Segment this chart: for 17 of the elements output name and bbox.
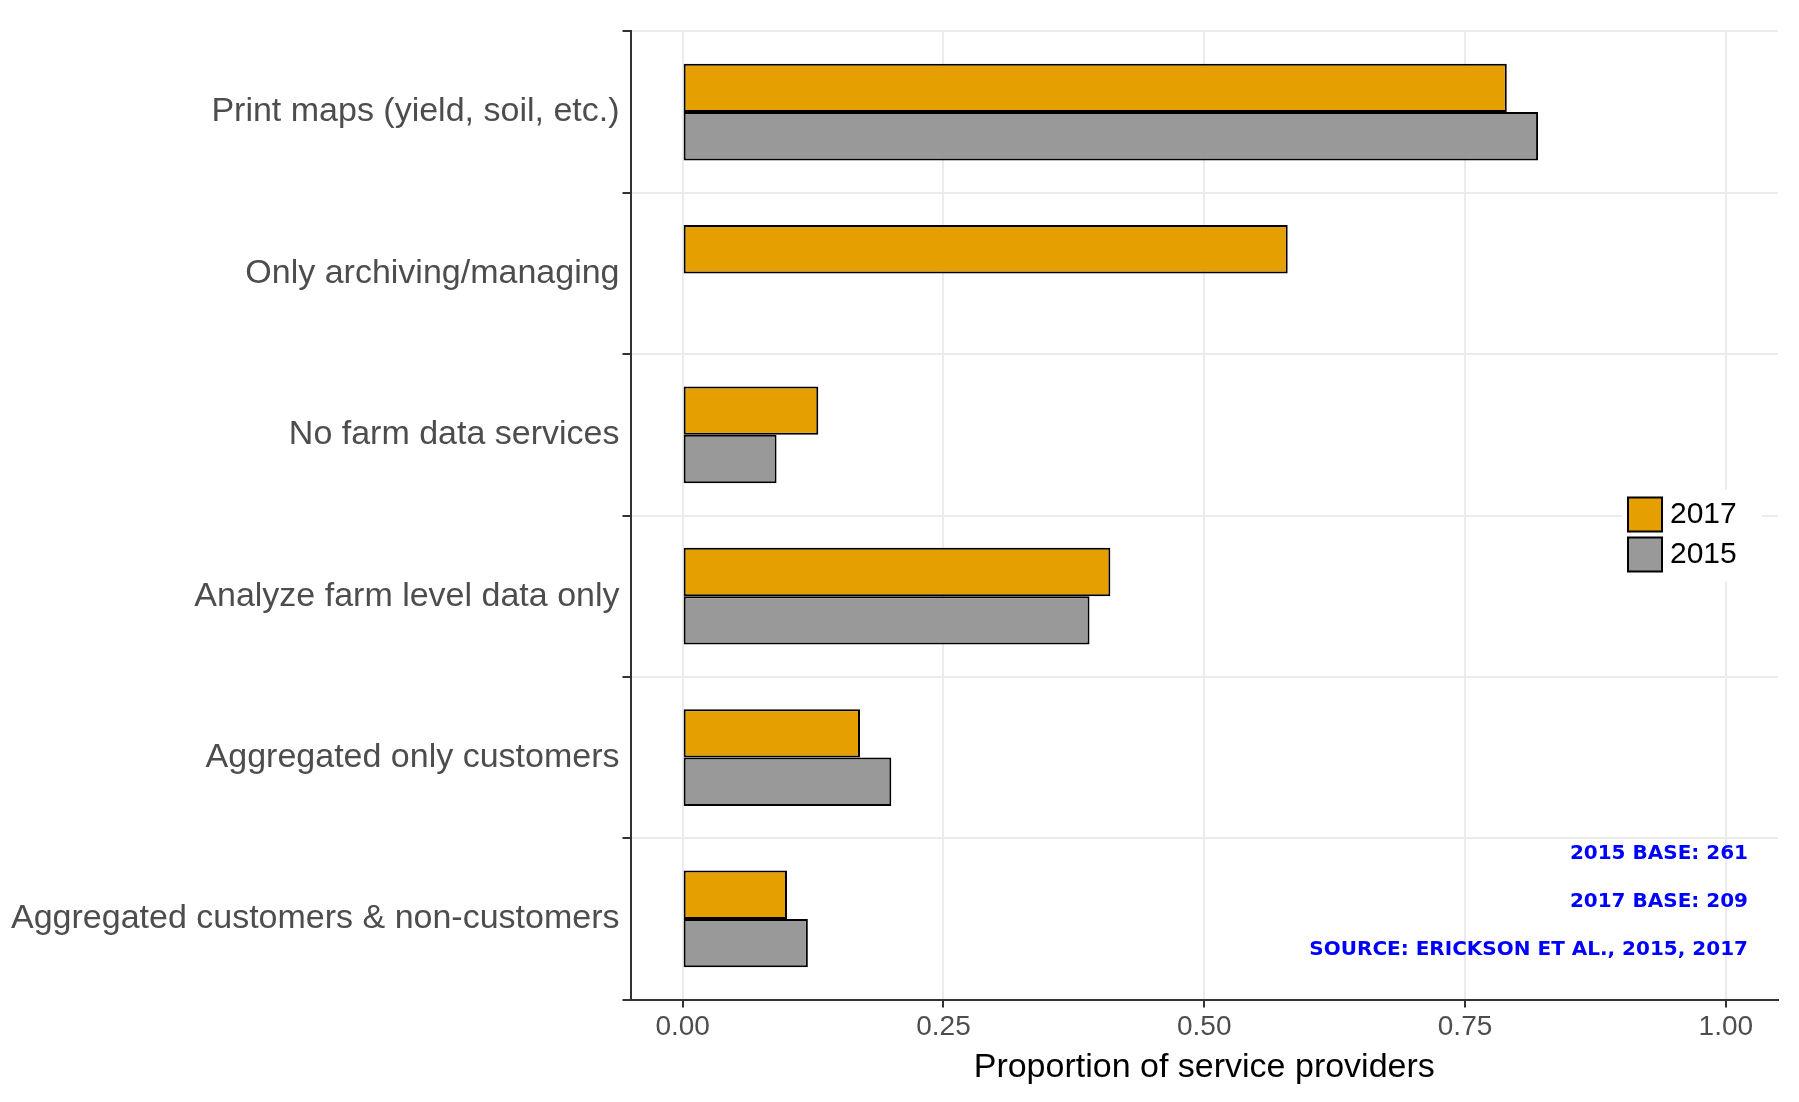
- x-tick-label: 0.75: [1437, 1010, 1493, 1042]
- y-tick-label: Print maps (yield, soil, etc.): [211, 90, 620, 129]
- y-tick-label: Analyze farm level data only: [194, 574, 620, 613]
- legend-label: 2017: [1670, 495, 1737, 529]
- y-tick-label: Aggregated customers & non-customers: [11, 897, 620, 936]
- x-tick-label: 1.00: [1698, 1010, 1754, 1042]
- x-tick-label: 0.00: [655, 1010, 710, 1042]
- annotation: 2017 BASE: 209: [1569, 887, 1748, 912]
- legend-label: 2015: [1670, 535, 1737, 569]
- y-tick-label: No farm data services: [288, 413, 620, 452]
- y-tick-label: Aggregated only customers: [205, 735, 620, 774]
- annotation: SOURCE: ERICKSON ET AL., 2015, 2017: [1309, 935, 1748, 960]
- annotation: 2015 BASE: 261: [1569, 839, 1748, 864]
- y-tick-label: Only archiving/managing: [245, 251, 620, 290]
- x-tick-label: 0.25: [916, 1010, 971, 1042]
- x-tick-label: 0.50: [1177, 1010, 1232, 1042]
- x-axis-title: Proportion of service providers: [973, 1045, 1435, 1084]
